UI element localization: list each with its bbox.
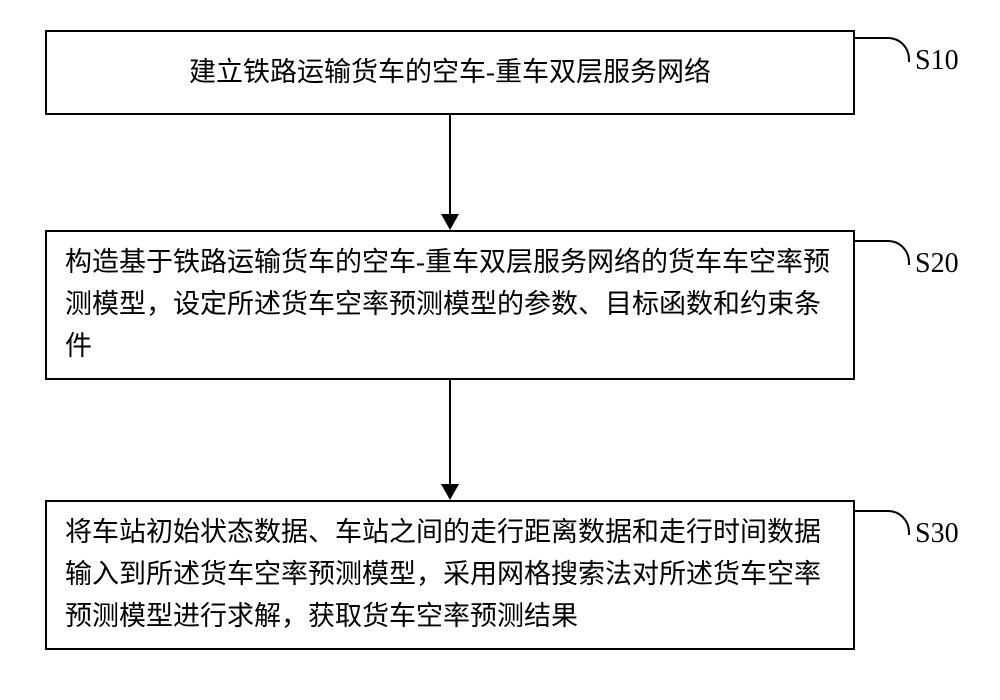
label-connector-s20 <box>855 240 910 265</box>
node-s10-text: 建立铁路运输货车的空车-重车双层服务网络 <box>189 52 711 94</box>
edge-s10-s20-line <box>449 115 451 214</box>
label-connector-s30 <box>855 510 910 535</box>
flowchart-container: 建立铁路运输货车的空车-重车双层服务网络 S10 构造基于铁路运输货车的空车-重… <box>45 30 955 670</box>
node-s10-label: S10 <box>915 45 959 77</box>
flowchart-node-s30: 将车站初始状态数据、车站之间的走行距离数据和走行时间数据输入到所述货车空率预测模… <box>45 500 855 650</box>
node-s30-label: S30 <box>915 518 959 550</box>
node-s20-text: 构造基于铁路运输货车的空车-重车双层服务网络的货车车空率预测模型，设定所述货车空… <box>65 242 835 368</box>
node-s30-text: 将车站初始状态数据、车站之间的走行距离数据和走行时间数据输入到所述货车空率预测模… <box>65 512 835 638</box>
label-connector-s10 <box>855 37 910 62</box>
flowchart-node-s10: 建立铁路运输货车的空车-重车双层服务网络 <box>45 30 855 115</box>
edge-s10-s20-arrow <box>441 214 459 230</box>
edge-s20-s30-arrow <box>441 484 459 500</box>
node-s20-label: S20 <box>915 248 959 280</box>
edge-s20-s30-line <box>449 380 451 484</box>
flowchart-node-s20: 构造基于铁路运输货车的空车-重车双层服务网络的货车车空率预测模型，设定所述货车空… <box>45 230 855 380</box>
